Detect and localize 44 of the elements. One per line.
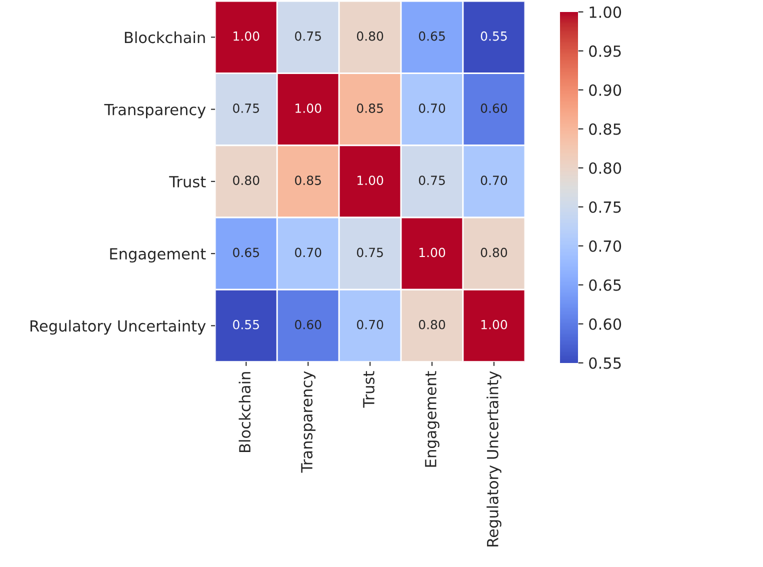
- data-label: 0.60: [480, 103, 508, 113]
- data-label: 0.65: [233, 248, 259, 258]
- color-bar-label: 0.65: [589, 279, 621, 291]
- data-label: 1.00: [358, 176, 384, 186]
- data-label: 0.55: [233, 320, 259, 330]
- y-tick-label: Regulatory Uncertainty: [30, 320, 206, 335]
- data-label: 1.00: [234, 31, 260, 41]
- y-tick-label: Trust: [169, 176, 206, 188]
- y-tick-label: Blockchain: [124, 31, 205, 44]
- data-label: 0.75: [356, 248, 383, 258]
- x-tick-label: Engagement: [425, 371, 440, 467]
- data-label: 0.55: [480, 31, 507, 41]
- data-label: 0.75: [233, 103, 259, 113]
- data-label: 0.85: [356, 103, 383, 113]
- data-label: 0.70: [295, 248, 322, 258]
- data-label: 0.70: [480, 176, 508, 186]
- data-label: 0.75: [295, 31, 321, 41]
- color-bar-label: 0.85: [589, 123, 621, 135]
- data-label: 0.60: [295, 320, 322, 330]
- color-bar-label: 0.90: [589, 84, 622, 96]
- data-label: 1.00: [419, 248, 446, 258]
- color-bar-label: 0.70: [589, 240, 622, 252]
- color-bar-label: 0.75: [589, 201, 621, 213]
- data-label: 0.80: [233, 176, 260, 186]
- color-bar-label: 0.80: [589, 162, 622, 174]
- data-label: 0.70: [356, 320, 384, 330]
- data-label: 1.00: [296, 103, 322, 113]
- x-tick-label: Transparency: [301, 371, 316, 473]
- color-bar-label: 0.60: [589, 318, 622, 330]
- x-tick-label: Trust: [363, 371, 374, 408]
- data-label: 0.85: [295, 176, 321, 186]
- data-label: 0.75: [418, 176, 445, 186]
- data-label: 0.70: [418, 103, 446, 113]
- color-bar-label: 1.00: [590, 6, 622, 18]
- y-tick-label: Engagement: [110, 248, 206, 263]
- data-label: 0.80: [356, 31, 384, 41]
- color-bar-label: 0.55: [589, 357, 621, 369]
- data-label: 0.65: [418, 31, 445, 41]
- data-label: 0.80: [480, 248, 508, 258]
- y-tick-label: Transparency: [104, 104, 206, 118]
- data-label: 0.80: [418, 320, 446, 330]
- data-label: 1.00: [481, 320, 508, 330]
- color-bar-label: 0.95: [589, 45, 621, 57]
- x-tick-label: Regulatory Uncertainty: [486, 371, 502, 546]
